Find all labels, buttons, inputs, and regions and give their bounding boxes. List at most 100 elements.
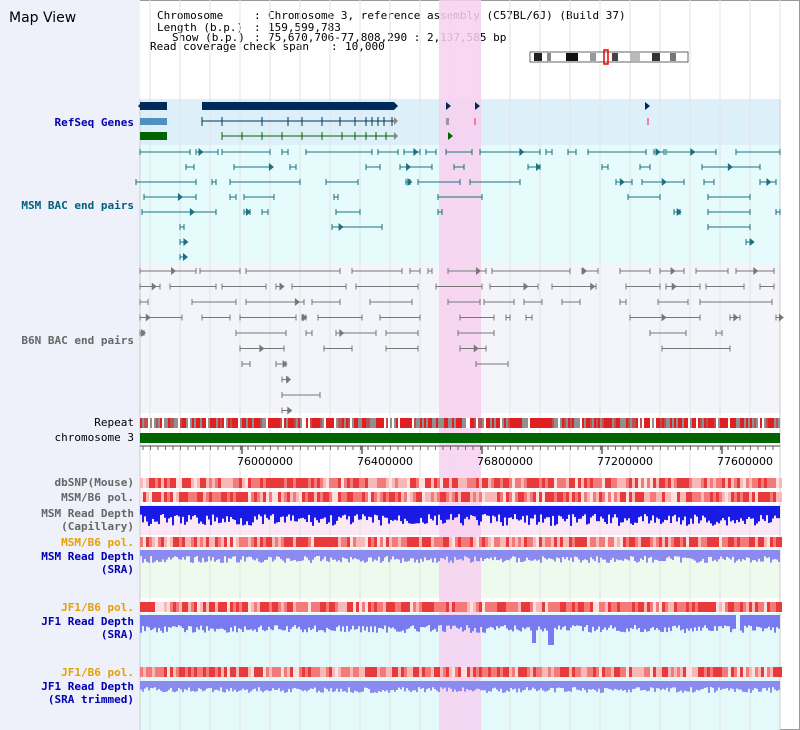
track-label-msm-b6-pol-2[interactable]: MSM/B6 pol. (61, 536, 134, 549)
msm-sra-depth-bar (688, 550, 690, 559)
jf1-trim-depth-bar (526, 681, 528, 688)
jf1-trim-depth-bar (238, 681, 240, 691)
msm-capillary-depth-bar (140, 506, 142, 515)
track-label-msm-read-depth-sra[interactable]: MSM Read Depth (41, 550, 134, 563)
jf1-trim-depth-bar (548, 681, 550, 690)
msm-pol2-cell (536, 537, 539, 547)
msm-pol2-cell (389, 537, 392, 547)
repeat-segment (660, 418, 662, 428)
repeat-segment (530, 418, 532, 428)
jf1-sra-depth-bar (638, 615, 640, 628)
jf1-trim-depth-bar (496, 681, 498, 690)
jf1-pol2-cell (257, 667, 260, 677)
track-label-chromosome[interactable]: chromosome 3 (54, 431, 134, 444)
jf1-trim-depth-bar (150, 681, 152, 688)
jf1-trim-depth-bar (440, 681, 442, 688)
chromosome-ideogram[interactable] (529, 49, 689, 65)
jf1-pol2-cell (143, 667, 146, 677)
msm-sra-depth-bar (550, 550, 552, 559)
msm-pol2-cell (776, 537, 779, 547)
track-label-msm-bac[interactable]: MSM BAC end pairs (21, 199, 134, 212)
msm-sra-depth-bar (690, 550, 692, 559)
jf1-pol-cell (767, 602, 770, 612)
jf1-sra-depth-bar (754, 615, 756, 631)
jf1-trim-depth-bar (388, 681, 390, 693)
jf1-trim-depth-bar (276, 681, 278, 690)
msm-capillary-depth-bar (450, 506, 452, 515)
track-label-refseq[interactable]: RefSeq Genes (54, 116, 134, 129)
msm-sra-depth-bar (296, 550, 298, 562)
repeat-segment (440, 418, 442, 428)
msm-capillary-depth-bar (546, 506, 548, 518)
jf1-sra-depth-bar (350, 615, 352, 630)
repeat-segment (232, 418, 234, 428)
msm-pol-cell (512, 492, 515, 502)
refseq-genes-track[interactable] (138, 102, 650, 140)
msm-pol2-cell (194, 537, 197, 547)
dbsnp-cell (461, 478, 464, 488)
msm-sra-depth-bar (264, 550, 266, 560)
dbsnp-cell (323, 478, 326, 488)
dbsnp-cell (779, 478, 782, 488)
msm-sra-depth-bar (510, 550, 512, 559)
jf1-trim-depth-bar (262, 681, 264, 693)
jf1-trim-depth-bar (584, 681, 586, 690)
dbsnp-cell (266, 478, 269, 488)
msm-pol-cell (188, 492, 191, 502)
jf1-pol-cell (227, 602, 230, 612)
msm-capillary-depth-bar (300, 506, 302, 519)
track-label-jf1-read-depth-trimmed[interactable]: JF1 Read Depth (41, 680, 134, 693)
msm-sra-depth-bar (528, 550, 530, 560)
msm-capillary-depth-bar (378, 506, 380, 521)
track-label-jf1-b6-pol-2[interactable]: JF1/B6 pol. (61, 666, 134, 679)
track-label-jf1-read-depth[interactable]: JF1 Read Depth (41, 615, 134, 628)
jf1-sra-depth-bar (682, 615, 684, 630)
jf1-pol2-cell (518, 667, 521, 677)
msm-pol2-cell (353, 537, 356, 547)
msm-sra-depth-bar (608, 550, 610, 563)
dbsnp-cell (350, 478, 353, 488)
dbsnp-cell (341, 478, 344, 488)
b6n-bac-track[interactable] (139, 267, 784, 415)
jf1-trim-depth-bar (720, 681, 722, 690)
msm-pol-cell (755, 492, 758, 502)
msm-capillary-depth-bar (536, 506, 538, 525)
jf1-trim-depth-bar (326, 681, 328, 690)
jf1-pol-cell (635, 602, 638, 612)
jf1-pol-cell (755, 602, 758, 612)
repeat-segment (332, 418, 334, 428)
track-label-msm-read-depth-capillary[interactable]: MSM Read Depth (41, 507, 134, 520)
msm-sra-depth-bar (416, 550, 418, 560)
msm-pol-cell (203, 492, 206, 502)
jf1-trim-depth-bar (466, 681, 468, 689)
jf1-trim-depth-bar (334, 681, 336, 692)
dbsnp-cell (308, 478, 311, 488)
track-label-repeat[interactable]: Repeat (94, 416, 134, 429)
msm-sra-depth-bar (420, 550, 422, 559)
msm-pol2-cell (665, 537, 668, 547)
track-label-dbsnp[interactable]: dbSNP(Mouse) (54, 476, 134, 489)
jf1-sra-depth-bar (716, 615, 718, 631)
msm-capillary-depth-bar (296, 506, 298, 522)
repeat-segment (476, 418, 478, 428)
repeat-segment (544, 418, 546, 428)
track-label-msm-b6-pol[interactable]: MSM/B6 pol. (61, 491, 134, 504)
msm-bac-marker (749, 238, 755, 246)
jf1-pol2-cell (383, 667, 386, 677)
jf1-pol2-cell (470, 667, 473, 677)
jf1-trim-depth-bar (602, 681, 604, 693)
msm-pol2-cell (395, 537, 398, 547)
msm-capillary-depth-bar (534, 506, 536, 515)
dbsnp-cell (227, 478, 230, 488)
track-label-jf1-b6-pol[interactable]: JF1/B6 pol. (61, 601, 134, 614)
msm-pol-cell (734, 492, 737, 502)
msm-capillary-depth-bar (654, 506, 656, 523)
jf1-sra-depth-bar (390, 615, 392, 629)
jf1-pol2-cell (704, 667, 707, 677)
jf1-pol-cell (245, 602, 248, 612)
track-label-b6n-bac[interactable]: B6N BAC end pairs (21, 334, 134, 347)
msm-sra-depth-bar (186, 550, 188, 557)
msm-bac-track[interactable] (135, 148, 781, 261)
msm-pol2-cell (212, 537, 215, 547)
